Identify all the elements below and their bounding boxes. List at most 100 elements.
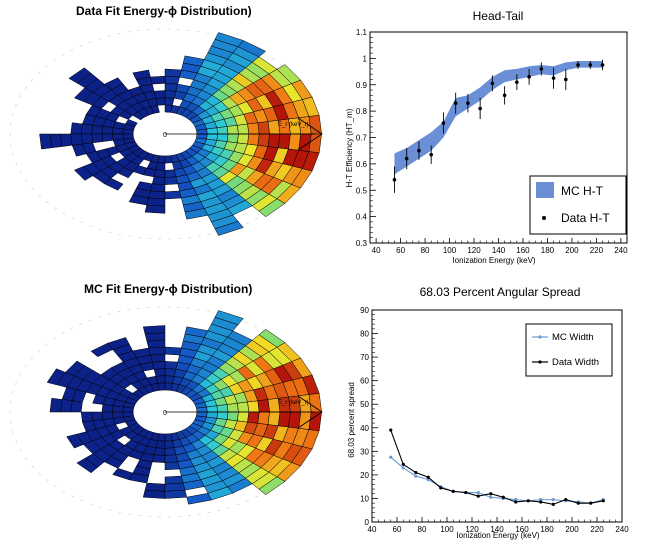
x-tick-label: 160 bbox=[515, 525, 529, 534]
polar-bin bbox=[151, 176, 166, 185]
polar-bin bbox=[164, 97, 175, 106]
data-ht-point bbox=[527, 75, 531, 79]
head-tail-title: Head-Tail bbox=[473, 9, 524, 23]
mc-ht-band bbox=[394, 61, 603, 175]
polar-bin bbox=[150, 353, 166, 363]
x-tick-label: 40 bbox=[372, 246, 381, 255]
polar-bin bbox=[148, 346, 166, 356]
data-ht-point bbox=[453, 101, 458, 106]
polar-bin bbox=[164, 346, 182, 356]
polar-bin bbox=[276, 64, 302, 84]
y-tick-label: 30 bbox=[360, 447, 369, 456]
x-tick-label: 180 bbox=[540, 525, 554, 534]
y-tick-label: 20 bbox=[360, 471, 369, 480]
polar-bottom-axis-label: E_r (keV_r) bbox=[278, 400, 309, 406]
x-tick-label: 240 bbox=[614, 246, 628, 255]
polar-bin bbox=[247, 122, 260, 135]
data-ht-point bbox=[417, 148, 421, 153]
x-tick-label: 100 bbox=[440, 525, 454, 534]
polar-bin bbox=[91, 411, 104, 422]
data-ht-point bbox=[404, 156, 409, 161]
y-tick-label: 0.5 bbox=[356, 186, 368, 195]
polar-bin bbox=[226, 133, 239, 144]
polar-bin bbox=[182, 55, 205, 67]
polar-bin bbox=[226, 124, 239, 135]
polar-bin bbox=[60, 133, 73, 147]
polar-bin bbox=[90, 342, 114, 358]
data-ht-point bbox=[588, 63, 593, 67]
polar-bin bbox=[70, 133, 83, 146]
polar-bin bbox=[112, 127, 124, 135]
data-ht-point bbox=[551, 76, 556, 80]
x-tick-label: 40 bbox=[368, 525, 377, 534]
y-tick-label: 50 bbox=[360, 400, 369, 409]
polar-bin bbox=[49, 133, 63, 149]
y-tick-label: 1 bbox=[363, 54, 368, 63]
polar-bin bbox=[73, 87, 94, 102]
polar-bin bbox=[257, 121, 270, 135]
polar-bin bbox=[164, 368, 177, 377]
polar-bin bbox=[76, 458, 99, 474]
polar-bin bbox=[70, 122, 83, 135]
data-ht-point bbox=[539, 67, 544, 71]
head-tail-ylabel: H-T Efficiency (HT_m) bbox=[345, 108, 354, 187]
legend-mc-width-label: MC Width bbox=[552, 332, 594, 343]
data-width-point bbox=[451, 489, 455, 493]
legend-mc-ht-swatch bbox=[536, 182, 554, 198]
polar-bin bbox=[216, 133, 229, 142]
legend-data-ht-label: Data H-T bbox=[561, 211, 610, 225]
data-width-point bbox=[439, 486, 443, 490]
polar-bin bbox=[247, 411, 260, 424]
data-width-point bbox=[564, 498, 568, 502]
polar-bin bbox=[237, 133, 250, 145]
data-width-point bbox=[514, 500, 518, 504]
polar-bin bbox=[226, 411, 239, 422]
data-width-point bbox=[589, 501, 593, 505]
legend-mc-width-marker bbox=[538, 335, 542, 339]
data-ht-point bbox=[441, 121, 446, 125]
polar-bin bbox=[247, 400, 260, 413]
y-tick-label: 0.7 bbox=[356, 134, 368, 143]
polar-bin bbox=[150, 75, 166, 85]
mc-width-point bbox=[514, 498, 518, 502]
polar-bin bbox=[71, 143, 87, 157]
polar-bin bbox=[101, 404, 114, 413]
polar-bin bbox=[257, 399, 270, 413]
head-tail-xlabel: Ionization Energy (keV) bbox=[452, 256, 535, 265]
polar-bin bbox=[101, 133, 114, 142]
polar-top-axis-label: E_r (keV_r) bbox=[278, 122, 309, 128]
legend-mc-ht-label: MC H-T bbox=[561, 184, 604, 198]
angular-spread-chart: 68.03 Percent Angular Spread Ionization … bbox=[347, 285, 629, 540]
polar-bin bbox=[92, 394, 107, 405]
polar-bin bbox=[80, 133, 93, 145]
polar-bin bbox=[164, 489, 188, 499]
data-width-point bbox=[601, 499, 605, 503]
x-tick-label: 120 bbox=[465, 525, 479, 534]
polar-bin bbox=[70, 400, 83, 413]
data-ht-point bbox=[490, 81, 495, 86]
polar-bin bbox=[247, 133, 260, 146]
polar-bin bbox=[117, 167, 134, 179]
x-tick-label: 160 bbox=[516, 246, 530, 255]
data-width-point bbox=[426, 475, 430, 479]
y-tick-label: 90 bbox=[360, 306, 369, 315]
data-width-point bbox=[501, 495, 505, 499]
angular-spread-title: 68.03 Percent Angular Spread bbox=[420, 285, 581, 299]
polar-bottom-title: MC Fit Energy-ϕ Distribution) bbox=[84, 282, 253, 296]
polar-bin bbox=[308, 133, 322, 154]
polar-bin bbox=[184, 326, 209, 338]
polar-bin bbox=[103, 178, 124, 191]
polar-bin bbox=[214, 221, 244, 236]
polar-axis-arrow bbox=[297, 395, 323, 429]
x-tick-label: 200 bbox=[565, 246, 579, 255]
mc-width-point bbox=[551, 498, 555, 502]
y-tick-label: 0 bbox=[365, 518, 370, 527]
polar-top-title: Data Fit Energy-ϕ Distribution) bbox=[76, 4, 252, 18]
polar-bottom-plot: 0 E_r (keV_r) bbox=[9, 306, 323, 518]
polar-bin bbox=[164, 375, 175, 384]
polar-bin bbox=[60, 399, 73, 413]
polar-bin bbox=[142, 325, 166, 335]
polar-bin bbox=[237, 123, 250, 135]
x-tick-label: 140 bbox=[490, 525, 504, 534]
polar-bin bbox=[206, 411, 218, 419]
